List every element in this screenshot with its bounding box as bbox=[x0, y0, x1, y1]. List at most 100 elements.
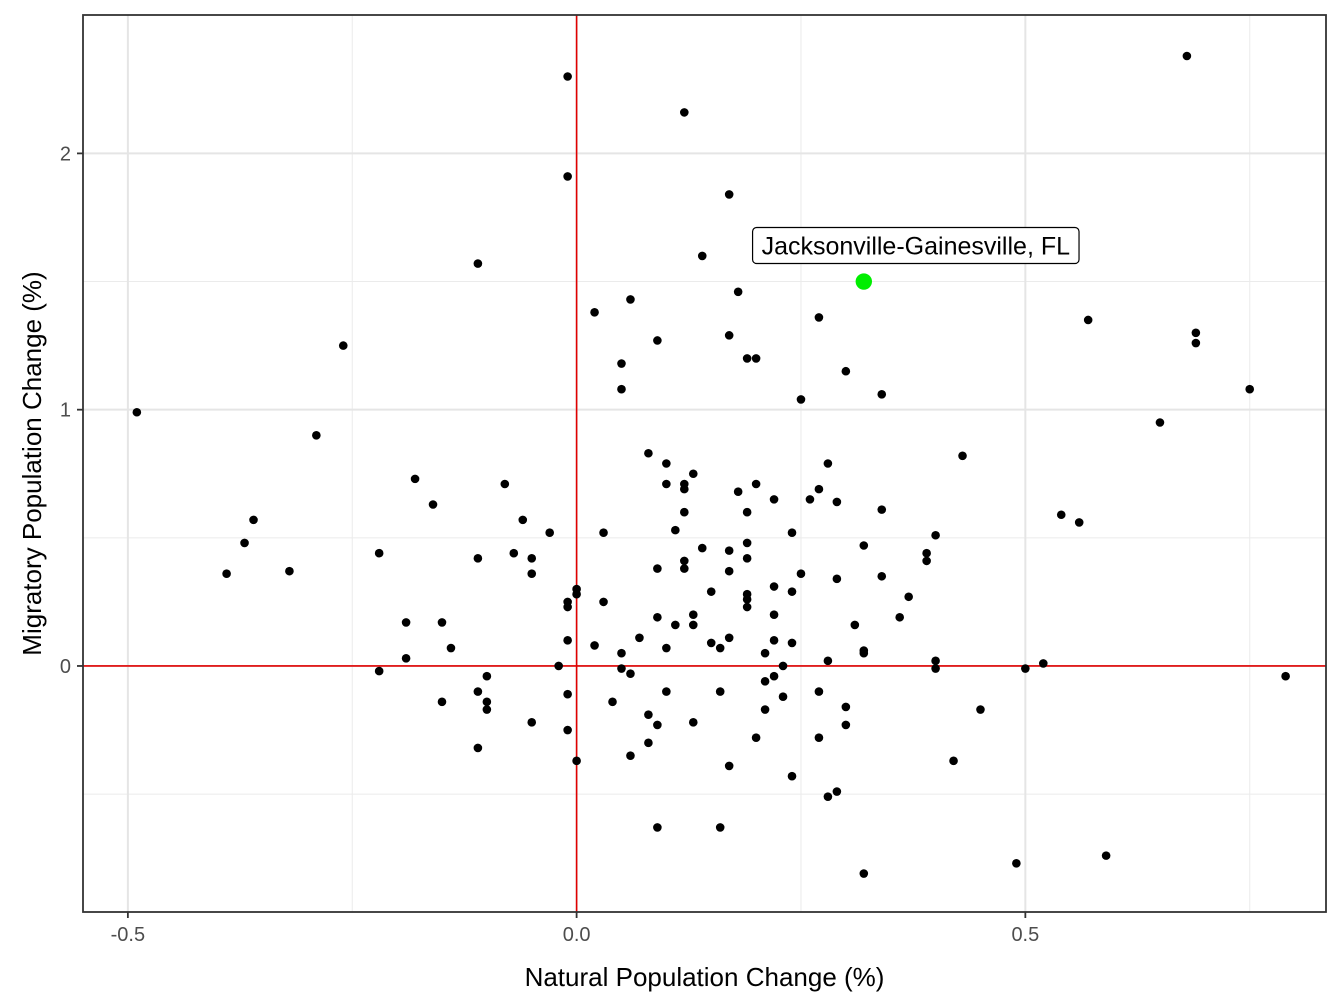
data-point bbox=[832, 574, 842, 584]
data-point bbox=[769, 582, 779, 591]
minor-gridlines bbox=[83, 15, 1326, 912]
data-point bbox=[599, 597, 608, 607]
data-point bbox=[850, 620, 860, 630]
data-point bbox=[814, 484, 824, 494]
data-point bbox=[1021, 664, 1030, 673]
data-point bbox=[662, 687, 671, 696]
data-point bbox=[527, 718, 537, 727]
data-point bbox=[1191, 338, 1201, 348]
data-point bbox=[787, 771, 797, 781]
data-point bbox=[688, 620, 698, 630]
data-point bbox=[742, 595, 752, 604]
data-point bbox=[653, 336, 662, 345]
reference-lines bbox=[83, 15, 1326, 912]
data-point bbox=[859, 648, 869, 658]
data-point bbox=[617, 648, 626, 658]
y-axis-title: Migratory Population Change (%) bbox=[17, 271, 47, 655]
data-point bbox=[671, 525, 680, 535]
data-point bbox=[769, 610, 779, 620]
data-point bbox=[473, 554, 483, 563]
data-point bbox=[1012, 859, 1021, 868]
data-point bbox=[733, 487, 743, 496]
data-point bbox=[1245, 384, 1255, 394]
data-point bbox=[608, 697, 617, 707]
data-point bbox=[841, 702, 851, 712]
data-point bbox=[742, 507, 752, 517]
data-point bbox=[680, 556, 689, 566]
data-point bbox=[724, 761, 734, 771]
data-point bbox=[823, 792, 833, 801]
data-point bbox=[814, 313, 824, 322]
y-tick-label: 1 bbox=[60, 400, 71, 422]
data-point bbox=[1281, 671, 1290, 681]
data-point bbox=[1182, 51, 1192, 61]
highlight-label: Jacksonville-Gainesville, FL bbox=[762, 233, 1071, 261]
data-point bbox=[527, 569, 537, 579]
data-point bbox=[680, 564, 689, 573]
major-gridlines bbox=[83, 15, 1326, 912]
data-point bbox=[742, 354, 752, 363]
data-point bbox=[841, 366, 851, 376]
data-point bbox=[697, 543, 707, 553]
data-point bbox=[662, 459, 671, 468]
highlight-label-box bbox=[751, 226, 1080, 265]
data-point bbox=[653, 720, 662, 730]
data-points bbox=[132, 51, 1290, 878]
data-point bbox=[1038, 659, 1048, 668]
data-point bbox=[706, 638, 716, 648]
y-tick-label: 2 bbox=[60, 143, 71, 165]
data-point bbox=[312, 431, 321, 440]
data-point bbox=[697, 251, 707, 261]
data-point bbox=[662, 479, 671, 489]
data-point bbox=[626, 669, 635, 678]
data-point bbox=[1083, 315, 1093, 325]
data-point bbox=[742, 538, 752, 548]
data-point bbox=[653, 823, 662, 832]
data-point bbox=[428, 500, 438, 509]
data-point bbox=[706, 587, 716, 596]
data-point bbox=[715, 643, 725, 653]
x-axis-title: Natural Population Change (%) bbox=[525, 962, 885, 992]
data-point bbox=[931, 664, 940, 673]
highlight-point bbox=[855, 273, 873, 290]
data-point bbox=[509, 548, 519, 558]
data-point bbox=[877, 390, 887, 399]
data-point bbox=[832, 787, 842, 796]
data-point bbox=[787, 638, 797, 648]
data-point bbox=[374, 666, 384, 676]
data-point bbox=[644, 448, 653, 458]
data-point bbox=[859, 541, 869, 550]
data-point bbox=[590, 307, 599, 317]
x-axis-ticks: -0.5 0.0 0.5 bbox=[111, 912, 1039, 946]
data-point bbox=[680, 108, 689, 117]
data-point bbox=[500, 479, 510, 489]
data-point bbox=[877, 505, 887, 514]
data-point bbox=[760, 677, 770, 686]
data-point bbox=[563, 636, 572, 645]
data-point bbox=[733, 287, 743, 297]
data-point bbox=[814, 733, 824, 743]
data-point bbox=[653, 612, 662, 622]
data-point bbox=[688, 469, 698, 479]
data-point bbox=[563, 72, 572, 81]
data-point bbox=[617, 384, 626, 394]
data-point bbox=[760, 648, 770, 658]
data-point bbox=[482, 671, 492, 681]
data-point bbox=[715, 687, 725, 696]
data-point bbox=[796, 569, 806, 579]
data-point bbox=[563, 725, 572, 735]
data-point bbox=[132, 407, 142, 417]
data-point bbox=[922, 556, 931, 566]
data-point bbox=[222, 569, 231, 579]
data-point bbox=[401, 653, 411, 663]
data-point bbox=[778, 692, 788, 702]
data-point bbox=[832, 497, 842, 507]
data-point bbox=[769, 671, 779, 681]
data-point bbox=[653, 564, 662, 573]
data-point bbox=[1101, 851, 1111, 860]
data-point bbox=[787, 528, 797, 537]
data-point bbox=[760, 705, 770, 714]
data-point bbox=[437, 697, 447, 707]
data-point bbox=[724, 190, 734, 199]
data-point bbox=[751, 354, 761, 363]
